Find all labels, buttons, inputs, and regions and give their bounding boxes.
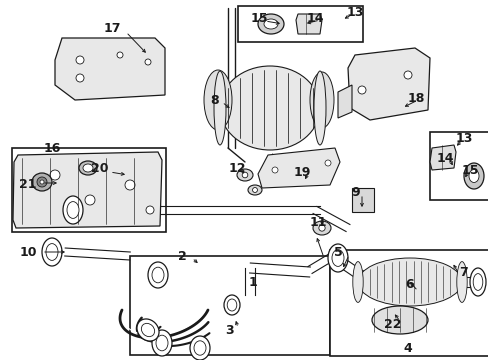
- Ellipse shape: [224, 295, 240, 315]
- Circle shape: [145, 59, 151, 65]
- Ellipse shape: [237, 169, 252, 181]
- Ellipse shape: [220, 66, 319, 150]
- Ellipse shape: [83, 164, 93, 172]
- Circle shape: [271, 167, 278, 173]
- Text: 9: 9: [351, 186, 360, 199]
- Ellipse shape: [309, 72, 333, 128]
- Circle shape: [37, 177, 47, 187]
- Ellipse shape: [327, 244, 347, 272]
- Ellipse shape: [79, 161, 97, 175]
- Ellipse shape: [214, 71, 225, 145]
- Ellipse shape: [194, 341, 205, 355]
- Text: 11: 11: [308, 216, 326, 229]
- Text: 15: 15: [250, 12, 267, 24]
- Circle shape: [357, 86, 365, 94]
- Bar: [12, 148, 165, 232]
- Ellipse shape: [32, 173, 52, 191]
- Ellipse shape: [472, 274, 482, 291]
- Ellipse shape: [63, 196, 83, 224]
- Circle shape: [325, 160, 330, 166]
- Ellipse shape: [312, 221, 330, 235]
- Ellipse shape: [247, 185, 262, 195]
- Text: 14: 14: [305, 12, 323, 24]
- Ellipse shape: [456, 262, 466, 302]
- Ellipse shape: [357, 258, 461, 306]
- Polygon shape: [295, 14, 321, 34]
- Text: 16: 16: [43, 141, 61, 154]
- Ellipse shape: [469, 268, 485, 296]
- Text: 6: 6: [405, 279, 413, 292]
- Ellipse shape: [141, 323, 154, 337]
- Ellipse shape: [203, 70, 231, 130]
- Ellipse shape: [137, 319, 159, 341]
- Circle shape: [50, 170, 60, 180]
- Text: 22: 22: [384, 318, 401, 330]
- Ellipse shape: [156, 335, 168, 351]
- Text: 3: 3: [225, 324, 234, 337]
- Ellipse shape: [148, 262, 168, 288]
- Ellipse shape: [352, 262, 363, 302]
- Circle shape: [40, 180, 44, 184]
- Circle shape: [76, 74, 84, 82]
- Polygon shape: [429, 145, 455, 170]
- Text: 19: 19: [293, 166, 310, 179]
- Text: 5: 5: [333, 247, 342, 260]
- Circle shape: [85, 195, 95, 205]
- Ellipse shape: [258, 14, 284, 34]
- Ellipse shape: [67, 202, 79, 219]
- Polygon shape: [55, 38, 164, 100]
- Text: 4: 4: [403, 342, 411, 355]
- Polygon shape: [337, 85, 351, 118]
- Text: 15: 15: [460, 163, 478, 176]
- Circle shape: [403, 71, 411, 79]
- Text: 10: 10: [19, 246, 37, 258]
- Circle shape: [117, 52, 123, 58]
- Circle shape: [318, 225, 325, 231]
- Polygon shape: [258, 148, 339, 188]
- Ellipse shape: [46, 244, 58, 260]
- Text: 18: 18: [407, 91, 424, 104]
- Text: 8: 8: [210, 94, 219, 107]
- Text: 21: 21: [19, 179, 37, 192]
- Bar: [238, 6, 362, 42]
- Circle shape: [242, 172, 247, 178]
- Ellipse shape: [152, 267, 163, 283]
- Ellipse shape: [313, 71, 325, 145]
- Ellipse shape: [264, 19, 278, 29]
- Text: 12: 12: [228, 162, 245, 175]
- Circle shape: [76, 56, 84, 64]
- Ellipse shape: [227, 299, 236, 311]
- Text: 1: 1: [248, 276, 257, 289]
- Text: 13: 13: [454, 131, 472, 144]
- Ellipse shape: [371, 306, 427, 334]
- Ellipse shape: [331, 249, 343, 266]
- Ellipse shape: [42, 238, 62, 266]
- Polygon shape: [13, 152, 162, 228]
- Text: 13: 13: [346, 5, 363, 18]
- Circle shape: [252, 188, 257, 193]
- Text: 20: 20: [91, 162, 108, 175]
- Bar: [429, 132, 488, 200]
- Circle shape: [146, 206, 154, 214]
- Polygon shape: [347, 48, 429, 120]
- Text: 2: 2: [177, 249, 186, 262]
- Text: 7: 7: [459, 266, 468, 279]
- Ellipse shape: [190, 336, 209, 360]
- Bar: [130, 256, 329, 355]
- Bar: [329, 250, 488, 356]
- Text: 14: 14: [435, 152, 453, 165]
- Ellipse shape: [468, 170, 478, 183]
- Circle shape: [125, 180, 135, 190]
- Ellipse shape: [152, 330, 172, 356]
- Bar: [351, 188, 373, 212]
- Text: 17: 17: [103, 22, 121, 35]
- Ellipse shape: [463, 163, 483, 189]
